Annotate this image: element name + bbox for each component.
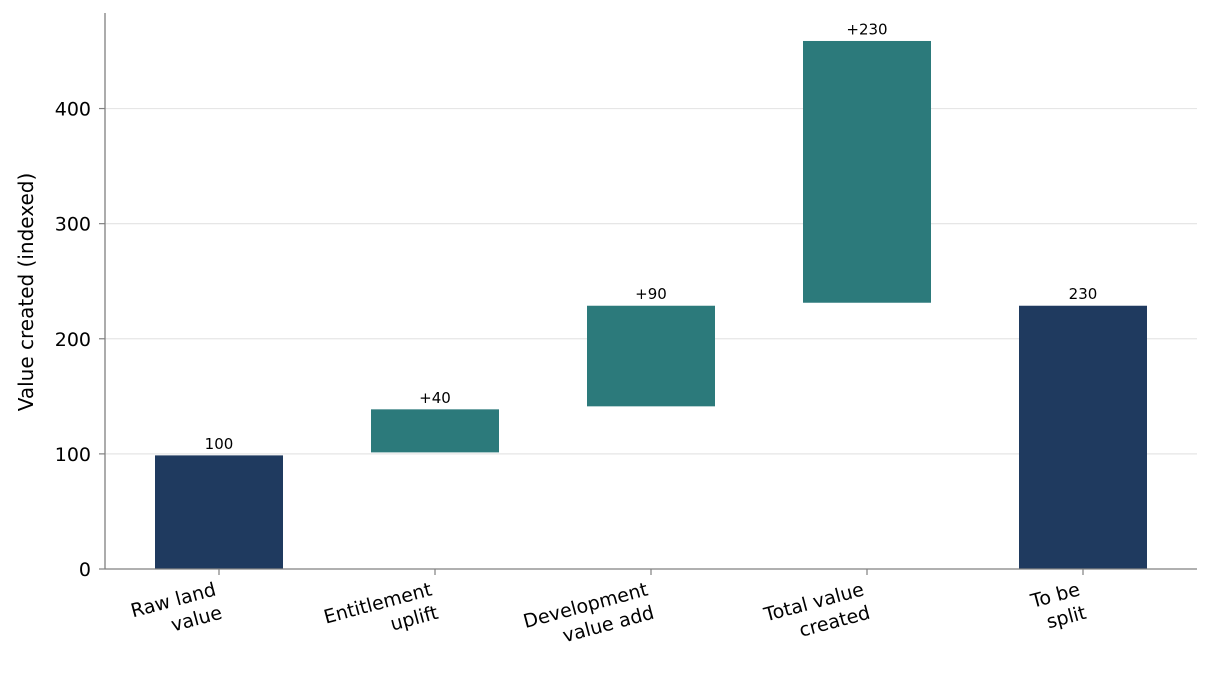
bar-increase [803,40,931,303]
x-tick-label: To besplit [1028,579,1089,637]
x-tick-label: Raw landvalue [129,579,225,646]
data-label: 230 [1069,285,1098,303]
data-label: 100 [205,435,234,453]
bar-total [1019,305,1147,569]
y-tick-label: 400 [55,99,91,121]
y-tick-label: 100 [55,444,91,466]
data-label: +90 [635,285,667,303]
grid-layer [105,107,1197,455]
data-label: +230 [846,20,887,38]
x-tick-label: Developmentvalue add [521,579,656,657]
x-tick-label: Entitlementuplift [321,579,440,652]
bar-layer [155,40,1147,569]
axis-layer [99,13,1197,575]
y-axis-label: Value created (indexed) [14,173,38,412]
bar-increase [587,305,715,407]
bar-total [155,455,283,569]
data-label: +40 [419,389,451,407]
y-tick-label: 300 [55,214,91,236]
bar-increase [371,409,499,453]
x-tick-label: Total valuecreated [761,579,873,650]
y-tick-label: 0 [79,559,91,581]
y-tick-label: 200 [55,329,91,351]
